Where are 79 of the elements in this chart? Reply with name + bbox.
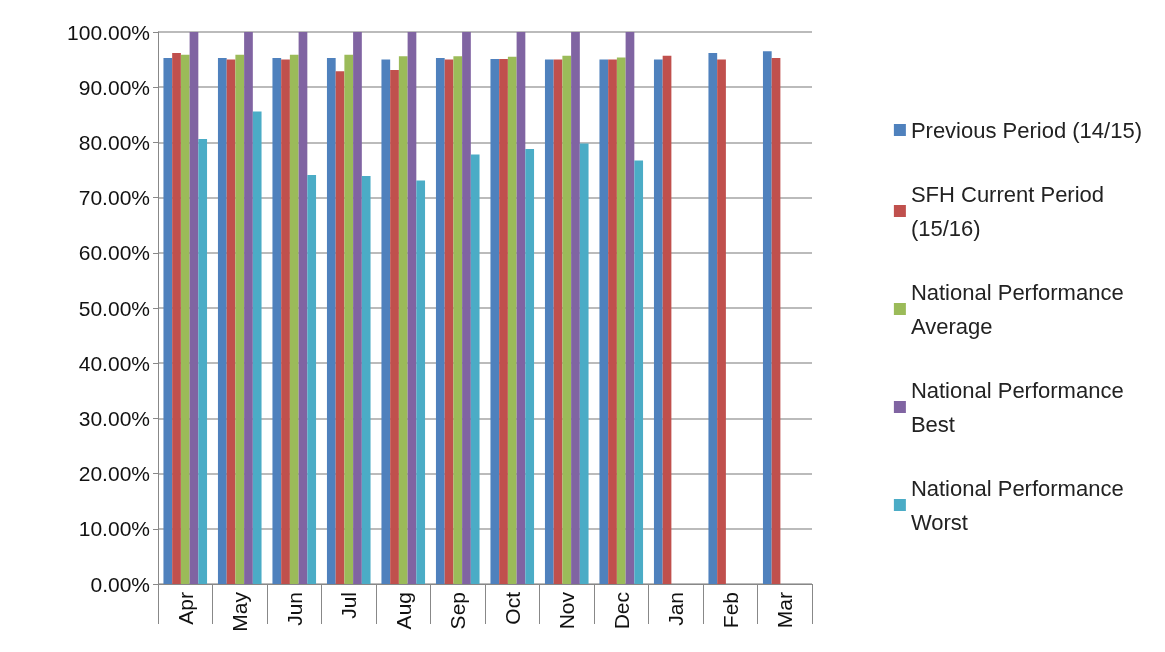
bar <box>662 55 672 584</box>
bar <box>599 59 609 584</box>
y-tick-label: 10.00% <box>78 517 150 541</box>
bar <box>616 57 626 584</box>
bar <box>553 59 563 584</box>
bar <box>416 180 426 584</box>
bar <box>272 57 282 584</box>
bar <box>390 70 399 584</box>
x-tick-label: Jan <box>664 592 688 626</box>
x-tick-label: Nov <box>555 591 579 630</box>
bar <box>252 111 262 584</box>
bar <box>217 57 227 584</box>
bar <box>625 32 635 584</box>
bar <box>289 54 299 584</box>
bar <box>562 55 572 584</box>
bar <box>634 160 644 584</box>
bar <box>435 57 445 584</box>
legend-label: National Performance Worst <box>910 475 1124 535</box>
x-tick-label: Oct <box>500 591 524 625</box>
bar <box>235 54 245 584</box>
bar <box>189 32 199 584</box>
bar <box>353 32 362 584</box>
bar <box>507 56 517 584</box>
y-tick-label: 60.00% <box>78 241 150 265</box>
bar <box>462 32 471 584</box>
legend-label: SFH Current Period (15/16) <box>910 181 1105 241</box>
bar <box>361 176 371 584</box>
y-tick-label: 70.00% <box>78 186 150 210</box>
x-tick-label: Jun <box>282 592 306 626</box>
legend-label: National Performance Average <box>910 279 1124 339</box>
bar <box>499 59 508 584</box>
bar <box>298 32 308 584</box>
x-tick-label: May <box>228 591 252 632</box>
bar <box>172 52 181 584</box>
bar <box>244 32 253 584</box>
bar <box>180 54 190 584</box>
x-tick-label: Sep <box>446 592 470 630</box>
bar <box>398 56 408 584</box>
bar <box>335 71 345 584</box>
y-tick-label: 20.00% <box>78 462 150 486</box>
y-tick-label: 0.00% <box>90 572 150 596</box>
bar <box>470 154 480 584</box>
bar <box>281 59 290 584</box>
legend-label: Previous Period (14/15) <box>910 117 1143 143</box>
bar <box>579 143 589 584</box>
bar <box>525 149 535 584</box>
bar <box>708 52 718 584</box>
bar <box>381 59 391 584</box>
bar <box>163 57 173 584</box>
bar <box>762 51 772 584</box>
x-tick-label: Dec <box>609 592 633 630</box>
bar <box>326 57 336 584</box>
x-tick-label: Aug <box>391 592 415 630</box>
y-tick-label: 30.00% <box>78 406 150 430</box>
bar <box>771 57 781 584</box>
x-tick-label: Feb <box>718 592 742 629</box>
bar <box>344 54 354 584</box>
bar <box>516 32 526 584</box>
bar <box>717 59 726 584</box>
x-tick-label: Apr <box>173 592 197 625</box>
bar <box>453 56 463 584</box>
bar <box>226 59 236 584</box>
bar <box>653 59 663 584</box>
bar <box>608 59 617 584</box>
y-tick-label: 50.00% <box>78 296 150 320</box>
bar <box>307 174 317 584</box>
bar <box>407 32 417 584</box>
legend-label: National Performance Best <box>910 377 1124 437</box>
bar <box>198 139 208 584</box>
y-tick-label: 100.00% <box>67 20 150 44</box>
bar <box>571 32 580 584</box>
x-tick-label: Jul <box>337 592 361 619</box>
bar <box>544 59 554 584</box>
y-tick-label: 90.00% <box>78 75 150 99</box>
bar <box>444 59 454 584</box>
y-tick-label: 80.00% <box>78 130 150 154</box>
y-tick-label: 40.00% <box>78 351 150 375</box>
x-tick-label: Mar <box>773 592 797 629</box>
bar <box>490 59 500 584</box>
